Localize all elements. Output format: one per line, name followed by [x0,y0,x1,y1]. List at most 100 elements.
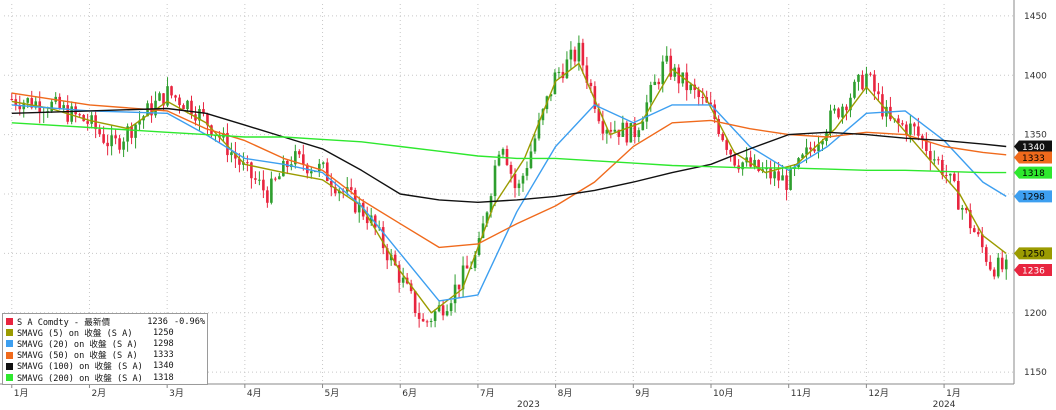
value-tag-label: 1236 [1022,266,1045,276]
candle-body [270,178,273,203]
candle-body [254,178,257,180]
candle-body [749,157,752,167]
value-tag-bg [1014,140,1052,153]
candle-body [957,180,960,210]
candle-body [349,187,353,190]
candle-body [593,86,597,109]
candle-body [437,305,441,312]
legend-label: S A Comdty - 最新價 [17,317,111,328]
legend-row-sma50: SMAVG (50) on 收盤 (S A) 1333 [6,350,204,361]
candle-body [70,106,73,122]
candle-body [206,113,209,126]
legend-row-sma20: SMAVG (20) on 收盤 (S A) 1298 [6,338,204,350]
candle-body [589,82,593,87]
candle-body [653,81,657,85]
candle-body [933,159,936,161]
candle-body [138,120,141,125]
candle-body [166,86,169,106]
value-tag: 1318 [1014,166,1052,179]
candle-body [30,98,34,108]
candle-body [278,176,281,180]
candle-body [741,162,744,170]
candle-body [234,152,237,159]
candle-body [190,100,193,115]
x-tick-label: 9月 [635,388,650,399]
candle-body [457,284,461,290]
candle-body [964,208,968,211]
candle-body [429,320,433,322]
candle-body [661,61,665,85]
candle-body [481,223,485,239]
candle-body [841,106,844,118]
x-year-label: 2024 [933,400,956,410]
candle-body [473,254,477,268]
x-tick-label: 4月 [247,388,262,399]
candle-body [425,321,429,323]
y-tick-label: 1150 [1024,368,1047,378]
candle-body [581,42,585,66]
candle-body [968,210,972,229]
candle-body [777,171,780,181]
candle-body [817,144,820,152]
value-tag-bg [1014,264,1052,276]
candle-body [86,121,89,124]
candle-body [785,175,788,190]
candle-body [857,74,860,82]
candle-body [921,135,924,140]
candle-body [837,108,840,118]
candle-body [753,159,756,167]
candle-body [417,312,421,319]
candle-body [282,160,285,177]
candle-body [158,93,161,101]
candle-body [114,135,117,139]
candle-body [953,173,956,181]
candle-body [573,49,577,62]
candle-body [641,121,645,131]
candle-body [673,67,677,77]
legend-value: 1333 [153,350,174,361]
candle-body [1000,257,1004,270]
candle-body [988,261,992,270]
candle-body [601,121,605,134]
candle-body [294,151,297,165]
candle-body [246,162,249,164]
candle-body [310,171,313,174]
candle-body [533,138,537,152]
candle-body [960,208,964,210]
candle-body [321,162,325,164]
candle-body [789,168,792,190]
candle-body [10,99,14,100]
candle-body [230,152,233,156]
candle-body [897,118,900,124]
candle-body [461,265,465,290]
candle-body [613,129,617,132]
legend-swatch [6,318,13,326]
y-tick-label: 1450 [1024,12,1047,22]
legend-swatch [6,374,13,382]
legend-value: 1318 [153,372,174,383]
candle-body [941,159,944,175]
candle-body [381,227,385,249]
legend-label: SMAVG (200) on 收盤 (S A) [17,373,143,384]
candlesticks [10,35,1008,328]
candle-body [853,81,856,98]
candle-body [984,247,988,262]
candle-body [541,109,545,121]
candle-body [106,142,109,147]
y-tick-label: 1350 [1024,131,1047,141]
candle-body [905,124,908,135]
x-tick-label: 12月 [868,388,888,399]
candle-body [521,175,525,184]
ma-line-1 [11,62,1007,314]
candle-body [409,283,413,292]
candle-body [357,202,361,213]
candle-body [513,173,517,189]
candle-body [126,126,129,142]
candle-body [709,102,712,105]
candle-body [972,228,976,233]
candle-body [633,123,637,138]
candle-body [325,162,329,181]
candle-body [865,73,868,90]
candle-body [976,232,980,235]
value-tag-bg [1014,190,1052,203]
